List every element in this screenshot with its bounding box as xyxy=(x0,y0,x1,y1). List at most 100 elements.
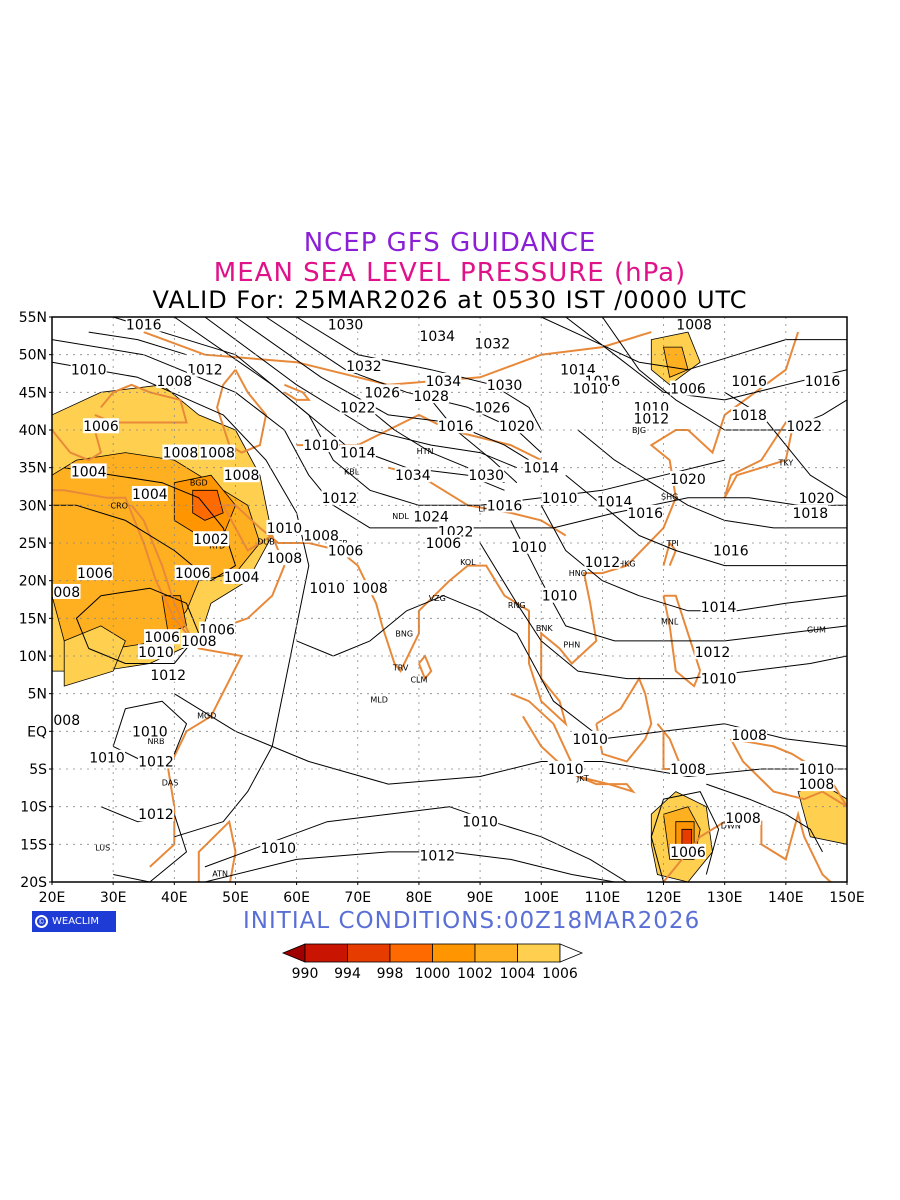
map-frame xyxy=(51,316,848,883)
legend-value: 1006 xyxy=(542,966,578,982)
isobar-label-bg xyxy=(137,753,174,769)
isobar-label: 1016 xyxy=(487,498,523,514)
isobar xyxy=(479,542,847,680)
legend-swatch xyxy=(304,943,348,963)
weaclim-logo: © WEACLIM xyxy=(32,911,116,932)
color-legend: 990 994 998 1000 1002 1004 1006 xyxy=(281,943,584,982)
isobar xyxy=(204,806,628,882)
station-kbl: KBL xyxy=(344,467,360,476)
lon-tick-label: 90E xyxy=(467,890,494,906)
isobar-label: 1012 xyxy=(633,412,669,428)
isobar-label-bg xyxy=(498,418,535,434)
isobar-label: 1006 xyxy=(670,382,706,398)
isobar-label: 1010 xyxy=(303,438,339,454)
isobar-label-bg xyxy=(70,361,107,377)
isobar-label: 1008 xyxy=(156,374,192,390)
isobar-label: 1018 xyxy=(792,506,828,522)
isobar-label-bg xyxy=(303,527,340,543)
isobar-label-bg xyxy=(266,519,303,535)
isobar-label-bg xyxy=(670,470,706,486)
isobar-label-bg xyxy=(180,632,217,648)
isobar xyxy=(296,317,542,431)
isobar-label: 1012 xyxy=(150,668,186,684)
lon-tick-label: 80E xyxy=(406,890,433,906)
isobar-label-bg xyxy=(223,568,260,584)
isobar-label-bg xyxy=(327,542,364,558)
isobar-label-bg xyxy=(511,538,547,554)
isobar-label: 1008 xyxy=(267,551,303,567)
lat-tick-label: EQ xyxy=(27,724,47,740)
station-hno: HNO xyxy=(569,569,587,578)
isobar-label-bg xyxy=(798,776,835,792)
isobar-label-bg xyxy=(199,621,236,637)
isobar-label: 1010 xyxy=(572,732,608,748)
station-bng: BNG xyxy=(395,629,413,638)
isobar-label-bg xyxy=(523,459,560,475)
isobar-label: 1006 xyxy=(77,566,113,582)
lon-tick-label: 30E xyxy=(100,890,127,906)
station-kol: KOL xyxy=(460,558,476,567)
isobar-label-bg xyxy=(633,410,670,426)
station-htn: HTN xyxy=(417,447,434,456)
isobar-label-bg xyxy=(199,444,236,460)
lon-tick-label: 150E xyxy=(829,890,865,906)
isobar xyxy=(52,361,310,838)
isobar-label-bg xyxy=(137,644,174,660)
isobar-label: 1008 xyxy=(199,446,235,462)
station-bnk: BNK xyxy=(536,624,553,633)
isobar xyxy=(577,429,847,529)
legend-value: 1004 xyxy=(500,966,536,982)
coastline xyxy=(197,819,237,882)
isobar-label-bg xyxy=(425,373,462,389)
isobar-label: 1012 xyxy=(138,807,174,823)
isobar-label-bg xyxy=(321,489,358,505)
lon-tick-label: 140E xyxy=(768,890,804,906)
lat-tick-label: 50N xyxy=(19,348,47,364)
isobar-label: 1004 xyxy=(224,570,260,586)
isobar-label-bg xyxy=(700,670,737,686)
isobar-label: 1016 xyxy=(126,318,162,334)
isobar-label-bg xyxy=(352,580,388,596)
isobar-label: 1012 xyxy=(322,491,358,507)
isobar-label: 1010 xyxy=(701,672,737,688)
isobar-label: 1010 xyxy=(542,589,578,605)
isobar-label-bg xyxy=(339,399,376,415)
isobar-label: 1004 xyxy=(71,464,107,480)
isobar-label: 1026 xyxy=(364,385,400,401)
station-cro: CRO xyxy=(111,501,128,510)
isobar-label-bg xyxy=(303,437,340,453)
isobar-label-bg xyxy=(731,727,768,743)
lat-tick-label: 20S xyxy=(20,875,47,891)
isobar-label: 1010 xyxy=(260,841,296,857)
isobar-label: 1030 xyxy=(328,318,364,334)
isobar-label: 1030 xyxy=(487,378,523,394)
legend-swatch xyxy=(517,943,561,963)
isobar-label: 1014 xyxy=(523,461,559,477)
legend-swatch xyxy=(432,943,476,963)
coastline xyxy=(662,594,702,688)
isobar-label: 1026 xyxy=(474,400,510,416)
isobar-label: 1008 xyxy=(731,728,767,744)
isobar-label-bg xyxy=(419,327,456,343)
lon-tick-label: 20E xyxy=(39,890,66,906)
lon-tick-label: 70E xyxy=(344,890,371,906)
lat-tick-label: 55N xyxy=(19,310,47,326)
isobar-label: 008 xyxy=(53,585,80,601)
isobar xyxy=(88,331,187,356)
graticule xyxy=(52,317,847,882)
isobar-label: 1008 xyxy=(163,446,199,462)
lon-tick-label: 100E xyxy=(523,890,559,906)
isobar-label: 008 xyxy=(53,713,80,729)
isobar-lines xyxy=(52,317,847,882)
isobar-label: 1030 xyxy=(468,468,504,484)
station-mnl: MNL xyxy=(661,617,679,626)
isobar-label: 1008 xyxy=(181,634,217,650)
station-bjg: BJG xyxy=(632,426,646,435)
station-jkt: JKT xyxy=(576,774,589,783)
isobar xyxy=(113,317,725,506)
isobar-label: 1006 xyxy=(328,544,364,560)
station-rng: RNG xyxy=(508,601,526,610)
lon-tick-label: 40E xyxy=(161,890,188,906)
isobar-label-bg xyxy=(541,489,578,505)
isobar-label-bg xyxy=(786,418,823,434)
